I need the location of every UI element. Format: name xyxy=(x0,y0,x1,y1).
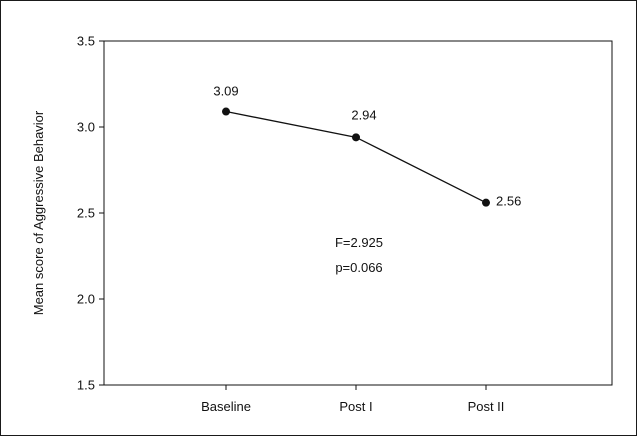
x-tick-label: Post I xyxy=(339,399,372,414)
data-label: 2.56 xyxy=(496,194,521,209)
data-label: 3.09 xyxy=(213,84,238,99)
y-axis: 1.5 2.0 2.5 3.0 3.5 xyxy=(77,34,104,393)
y-tick-label: 2.0 xyxy=(77,292,95,307)
x-axis: Baseline Post I Post II xyxy=(201,385,504,414)
y-tick-label: 2.5 xyxy=(77,206,95,221)
data-point xyxy=(222,107,230,116)
y-tick-label: 3.0 xyxy=(77,120,95,135)
series-group: 3.09 2.94 2.56 xyxy=(213,84,521,209)
x-tick-label: Post II xyxy=(468,399,505,414)
annotation-p-value: p=0.066 xyxy=(335,260,382,275)
data-point xyxy=(482,198,490,207)
y-tick-label: 3.5 xyxy=(77,34,95,49)
plot-area xyxy=(103,40,613,386)
annotation-f-statistic: F=2.925 xyxy=(335,235,383,250)
series-line xyxy=(225,110,487,204)
data-label: 2.94 xyxy=(351,107,376,122)
y-axis-label: Mean score of Aggressive Behavior xyxy=(31,110,46,315)
y-tick-label: 1.5 xyxy=(77,378,95,393)
x-tick-label: Baseline xyxy=(201,399,251,414)
data-point xyxy=(352,133,360,142)
